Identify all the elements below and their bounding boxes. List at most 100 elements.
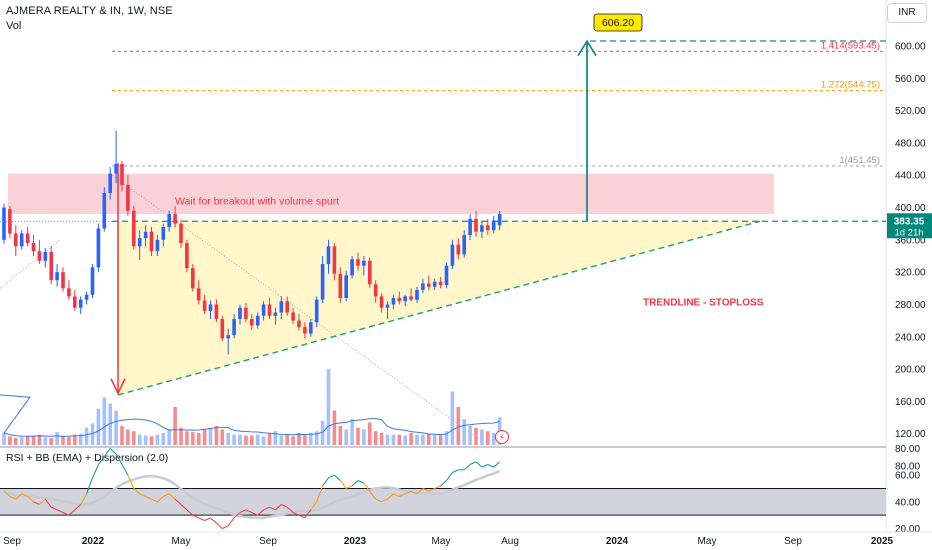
currency-selector[interactable]: INR	[887, 3, 927, 23]
rsi-tick-label: 20.00	[895, 524, 920, 535]
symbol-title[interactable]: AJMERA REALTY & IN, 1W, NSE	[6, 5, 173, 17]
volume-bar	[285, 434, 289, 445]
candle-body	[37, 251, 42, 261]
volume-bar	[427, 433, 431, 445]
rsi-segment	[9, 496, 17, 500]
candle-body	[438, 281, 443, 286]
candle-body	[432, 281, 437, 287]
candle-body	[120, 163, 124, 185]
rsi-tick-label: 80.00	[895, 444, 920, 455]
rsi-segment	[481, 464, 489, 468]
time-tick-label: 2025	[871, 536, 894, 547]
time-tick-label: 2023	[344, 536, 367, 547]
target-arrow-head	[577, 39, 597, 57]
rsi-segment	[375, 498, 382, 503]
rsi-segment	[493, 461, 500, 468]
volume-bar	[8, 436, 12, 445]
candle-body	[273, 312, 278, 316]
volume-bar	[450, 391, 455, 445]
volume-bar	[474, 427, 478, 445]
rsi-segment	[121, 464, 129, 476]
volume-bar	[279, 435, 284, 445]
rsi-segment	[92, 464, 99, 479]
volume-bar	[220, 429, 225, 445]
rsi-pane[interactable]: RSI + BB (EMA) + Dispersion (2.0) 20.00 40…	[0, 444, 920, 535]
volume-bar	[432, 434, 437, 445]
price-axis[interactable]: 80.00 120.00 160.00 200.00 240.00 280.00 320.0…	[895, 42, 926, 473]
candle-body	[102, 193, 107, 229]
time-tick-label: 2024	[606, 536, 629, 547]
volume-bar	[456, 407, 461, 445]
rsi-segment	[452, 469, 459, 473]
stoploss-annotation-text: TRENDLINE - STOPLOSS	[643, 297, 764, 308]
rsi-segment	[469, 461, 477, 465]
time-axis[interactable]: Sep 2022 May Sep 2023 May Aug 2024 May Sep 2025	[3, 536, 893, 547]
volume-bar	[273, 431, 278, 445]
volume-bars	[2, 369, 502, 445]
time-tick-label: May	[432, 536, 451, 547]
candle-body	[67, 288, 71, 297]
rsi-segment	[62, 512, 70, 516]
candle-body	[73, 296, 77, 308]
rsi-segment	[21, 493, 28, 497]
candle-body	[303, 327, 307, 334]
rsi-segment	[334, 474, 341, 481]
volume-bar	[255, 434, 260, 445]
volume-bar	[90, 423, 95, 445]
volume-bar	[155, 434, 160, 445]
candle-body	[202, 300, 207, 311]
candle-body	[409, 296, 413, 300]
time-tick-label: Aug	[501, 536, 519, 547]
volume-bar	[196, 432, 201, 445]
candle-body	[379, 296, 384, 308]
candle-body	[267, 304, 272, 316]
volume-bar	[226, 432, 230, 445]
rsi-segment	[109, 448, 117, 455]
rsi-segment	[357, 480, 365, 484]
rsi-segment	[434, 485, 441, 489]
candle-body	[14, 233, 18, 247]
rsi-segment	[351, 480, 359, 487]
rsi-segment	[127, 474, 135, 489]
price-tick-label: 520.00	[895, 106, 926, 117]
volume-bar	[232, 434, 236, 445]
zone-annotation-text: Wait for breakout with volume spurt	[175, 195, 339, 207]
rsi-segment	[15, 493, 23, 500]
rsi-segment	[139, 493, 146, 497]
candle-body	[285, 301, 289, 313]
volume-bar	[403, 435, 407, 445]
volume-bar	[185, 431, 189, 445]
last-price-badge[interactable]	[887, 213, 932, 239]
time-tick-label: Sep	[259, 536, 277, 547]
candle-body	[309, 322, 313, 334]
candle-body	[474, 218, 478, 232]
volume-bar	[368, 422, 372, 445]
volume-bar	[297, 432, 301, 445]
volume-bar	[244, 435, 248, 445]
rsi-segment	[216, 522, 223, 529]
rsi-basis-line	[3, 470, 501, 520]
candle-body	[385, 304, 390, 308]
price-tick-label: 80.00	[895, 462, 920, 473]
resistance-zone	[8, 173, 774, 214]
volume-bar	[397, 434, 402, 445]
volume-bar	[55, 432, 59, 445]
volume-bar	[344, 429, 348, 445]
candle-body	[208, 304, 213, 311]
volume-bar	[409, 432, 413, 445]
target-label-box[interactable]	[593, 13, 643, 32]
rsi-segment	[322, 477, 329, 487]
candle-body	[362, 260, 366, 266]
candle-body	[137, 238, 142, 247]
rsi-segment	[387, 493, 394, 500]
candle-body	[491, 220, 496, 231]
price-tick-label: 600.00	[895, 42, 926, 53]
candle-body	[326, 246, 331, 265]
volume-bar	[486, 431, 490, 445]
candle-body	[49, 251, 53, 281]
fib-level-label: 1.414(593.45)	[821, 40, 880, 51]
lightning-icon[interactable]	[495, 430, 509, 444]
rsi-segment	[168, 493, 176, 500]
time-tick-label: May	[698, 536, 717, 547]
